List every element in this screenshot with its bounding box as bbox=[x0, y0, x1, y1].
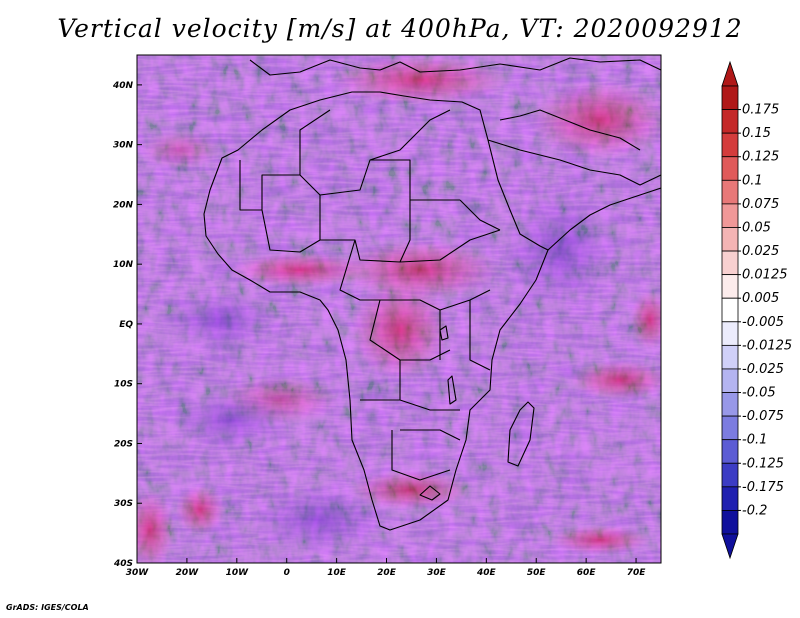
software-credit: GrADS: IGES/COLA bbox=[6, 603, 89, 612]
lon-tick-label: 70E bbox=[627, 568, 647, 578]
lat-tick-label: 20N bbox=[113, 200, 134, 210]
lon-tick-label: 0 bbox=[284, 568, 290, 578]
colorbar-label: 0.125 bbox=[742, 150, 779, 165]
lat-tick-label: 30S bbox=[114, 499, 133, 509]
colorbar-label: -0.005 bbox=[742, 315, 784, 330]
lon-tick-label: 50E bbox=[527, 568, 547, 578]
colorbar-swatch bbox=[721, 321, 739, 346]
plot-title: Vertical velocity [m/s] at 400hPa, VT: 2… bbox=[57, 14, 743, 43]
colorbar-max-arrow bbox=[721, 60, 739, 87]
colorbar-swatch bbox=[721, 203, 739, 228]
colorbar-swatch bbox=[721, 415, 739, 441]
map-frame bbox=[136, 54, 662, 564]
colorbar-label: -0.0125 bbox=[742, 338, 792, 353]
lat-tick-label: 10N bbox=[113, 260, 134, 270]
colorbar-label: 0.1 bbox=[742, 173, 763, 188]
colorbar-label: -0.075 bbox=[742, 409, 784, 424]
colorbar-label: 0.075 bbox=[742, 197, 779, 212]
lon-tick-label: 60E bbox=[577, 568, 597, 578]
colorbar-label: -0.125 bbox=[742, 456, 784, 471]
lon-tick-label: 10E bbox=[327, 568, 347, 578]
lon-tick-label: 40E bbox=[476, 568, 497, 578]
lon-tick-label: 30W bbox=[126, 568, 150, 578]
lon-tick-label: 10W bbox=[226, 568, 250, 578]
lon-tick-label: 20W bbox=[176, 568, 200, 578]
lon-tick-label: 30E bbox=[427, 568, 447, 578]
colorbar-swatch bbox=[721, 227, 739, 252]
colorbar-label: 0.025 bbox=[742, 244, 779, 259]
colorbar-swatch bbox=[721, 156, 739, 181]
colorbar-label: 0.15 bbox=[742, 126, 771, 141]
colorbar-swatch bbox=[721, 344, 739, 370]
lat-tick-label: 30N bbox=[113, 141, 134, 151]
colorbar-label: -0.025 bbox=[742, 362, 784, 377]
colorbar-swatch bbox=[721, 392, 739, 417]
country-borders bbox=[203, 57, 661, 531]
colorbar-label: 0.05 bbox=[742, 220, 771, 235]
colorbar-swatch bbox=[721, 250, 739, 276]
colorbar-swatch bbox=[721, 368, 739, 393]
colorbar-label: 0.175 bbox=[742, 103, 779, 118]
latitude-axis: 40N 30N 20N 10N EQ 10S 20S 30S 40S bbox=[112, 81, 142, 569]
colorbar-label: 0.005 bbox=[742, 291, 779, 306]
colorbar-label: -0.05 bbox=[742, 386, 776, 401]
lat-tick-label: EQ bbox=[119, 320, 133, 330]
velocity-field bbox=[137, 55, 661, 563]
colorbar-swatch bbox=[721, 297, 739, 323]
colorbar-swatch bbox=[721, 462, 739, 488]
colorbar-label: -0.1 bbox=[742, 433, 767, 448]
colorbar-swatch bbox=[721, 179, 739, 205]
lat-tick-label: 10S bbox=[114, 380, 133, 390]
colorbar-swatch bbox=[721, 109, 739, 134]
lat-tick-label: 20S bbox=[114, 439, 133, 449]
colorbar-label: -0.2 bbox=[742, 503, 767, 518]
colorbar-swatch bbox=[721, 486, 739, 511]
colorbar: 0.175 0.15 0.125 0.1 0.075 0.05 0.025 0.0125 0.0… bbox=[721, 60, 792, 560]
lat-tick-label: 40S bbox=[113, 559, 133, 569]
colorbar-swatch bbox=[721, 274, 739, 299]
colorbar-swatch bbox=[721, 132, 739, 158]
colorbar-swatch bbox=[721, 510, 739, 535]
longitude-axis: 30W 20W 10W 0 10E 20E 30E 40E 50E 60E 70E bbox=[126, 558, 646, 578]
colorbar-label: -0.175 bbox=[742, 480, 784, 495]
lat-tick-label: 40N bbox=[112, 81, 134, 91]
lon-tick-label: 20E bbox=[377, 568, 397, 578]
colorbar-min-arrow bbox=[721, 533, 739, 560]
colorbar-swatch bbox=[721, 85, 739, 110]
colorbar-label: 0.0125 bbox=[742, 268, 788, 283]
colorbar-swatch bbox=[721, 439, 739, 464]
